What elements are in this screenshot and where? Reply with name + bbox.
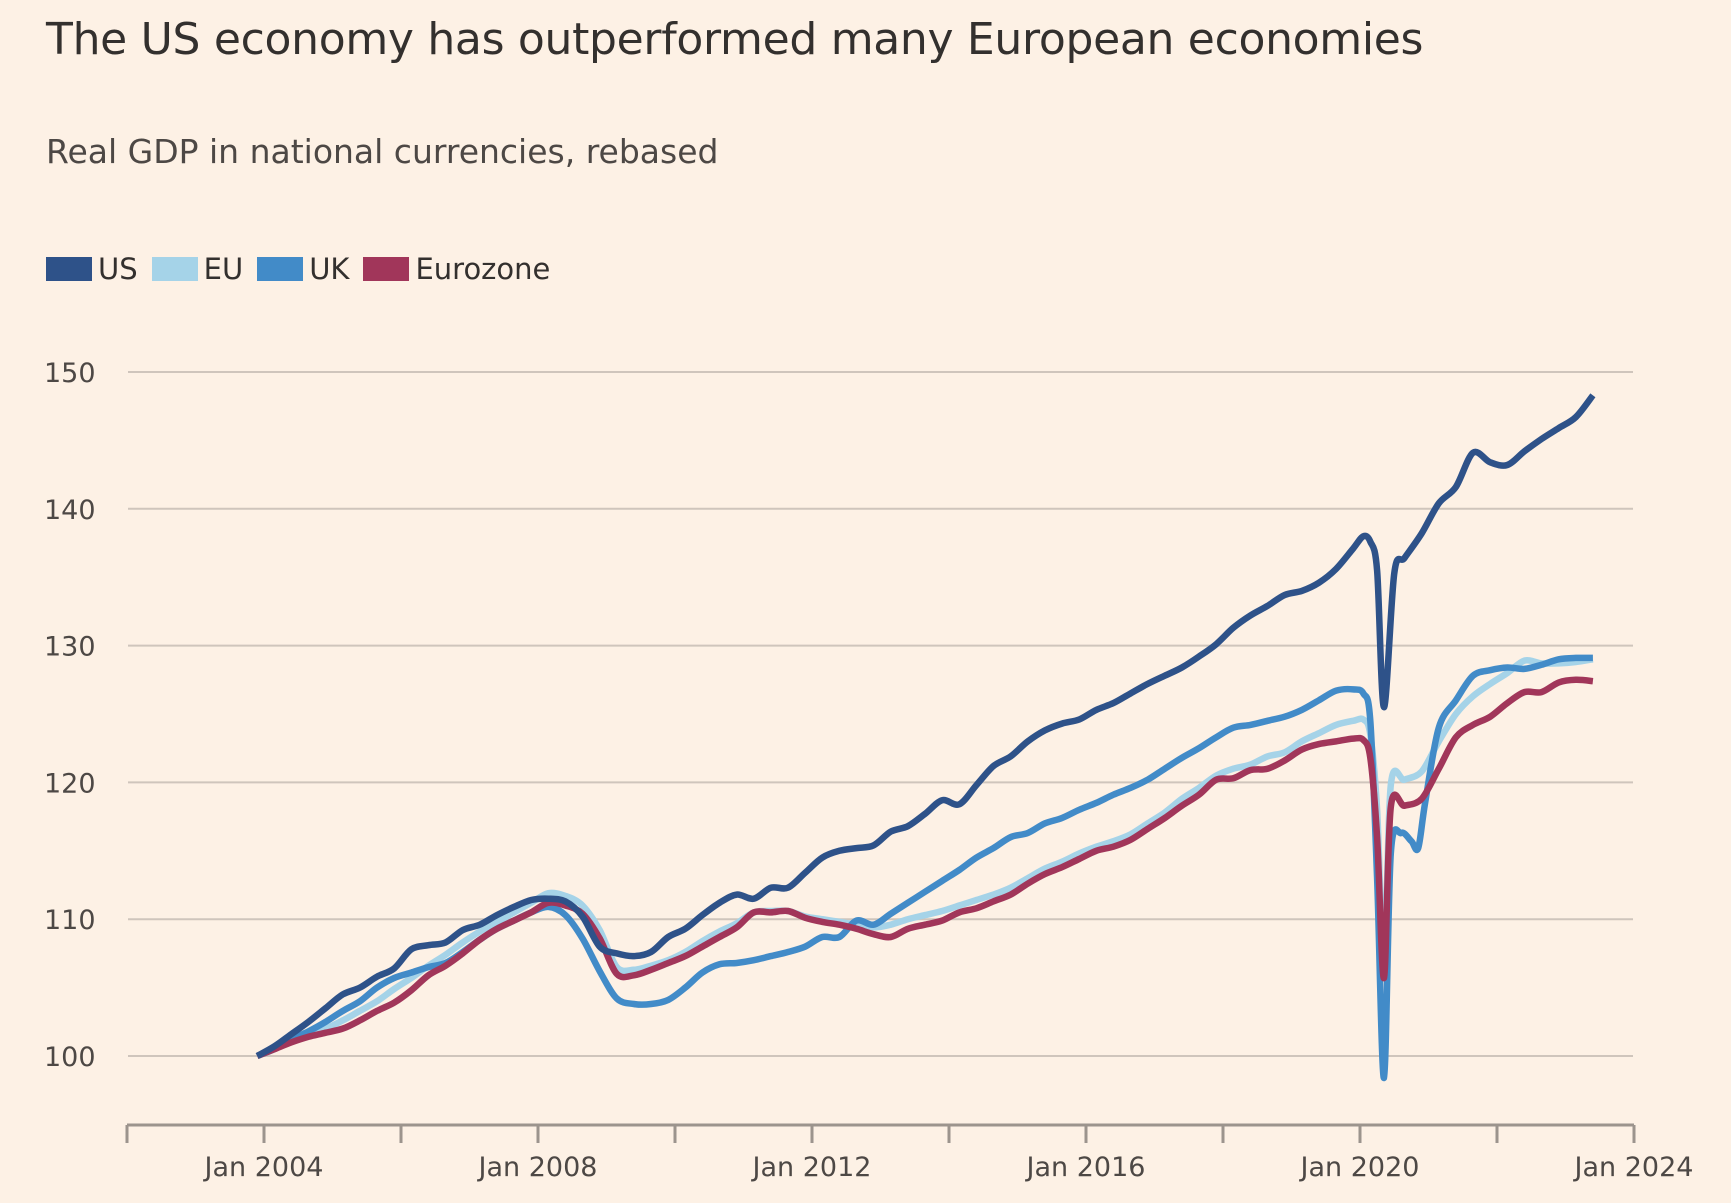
y-tick-label-100: 100 [44,1042,96,1073]
chart-title: The US economy has outperformed many Eur… [46,14,1424,65]
legend-label-eurozone: Eurozone [415,252,551,286]
y-axis-labels: 100 110 120 130 140 150 [44,358,96,1073]
legend-item-eurozone: Eurozone [363,252,550,286]
series-line-uk [255,654,1593,1082]
legend-item-uk: UK [257,252,349,286]
x-axis: Jan 2004 Jan 2008 Jan 2012 Jan 2016 Jan 2020… [125,1123,1694,1183]
series-lines [255,393,1596,1082]
y-tick-label-130: 130 [44,632,96,663]
x-tick-label-2008: Jan 2008 [477,1152,598,1183]
x-tick-label-2024: Jan 2024 [1573,1152,1694,1183]
x-tick-label-2016: Jan 2016 [1025,1152,1146,1183]
chart-subtitle: Real GDP in national currencies, rebased [46,132,719,171]
x-tick-label-2012: Jan 2012 [751,1152,872,1183]
legend-item-eu: EU [151,252,244,286]
legend-label-uk: UK [309,252,350,286]
series-line-eurozone [255,676,1594,1060]
legend-swatch-eurozone [363,257,410,281]
legend-item-us: US [46,252,138,286]
y-tick-label-140: 140 [44,495,96,526]
legend-swatch-uk [257,257,304,281]
y-tick-label-120: 120 [44,768,96,799]
legend-label-eu: EU [203,252,244,286]
gridlines [128,371,1633,1057]
series-line-us [255,393,1596,1059]
x-tick-label-2004: Jan 2004 [203,1152,324,1183]
legend: US EU UK Eurozone [46,252,564,286]
legend-swatch-us [46,257,92,281]
x-tick-label-2020: Jan 2020 [1299,1152,1420,1183]
y-tick-label-150: 150 [44,358,96,389]
legend-swatch-eu [151,257,198,281]
y-tick-label-110: 110 [44,905,96,936]
legend-label-us: US [98,252,138,286]
